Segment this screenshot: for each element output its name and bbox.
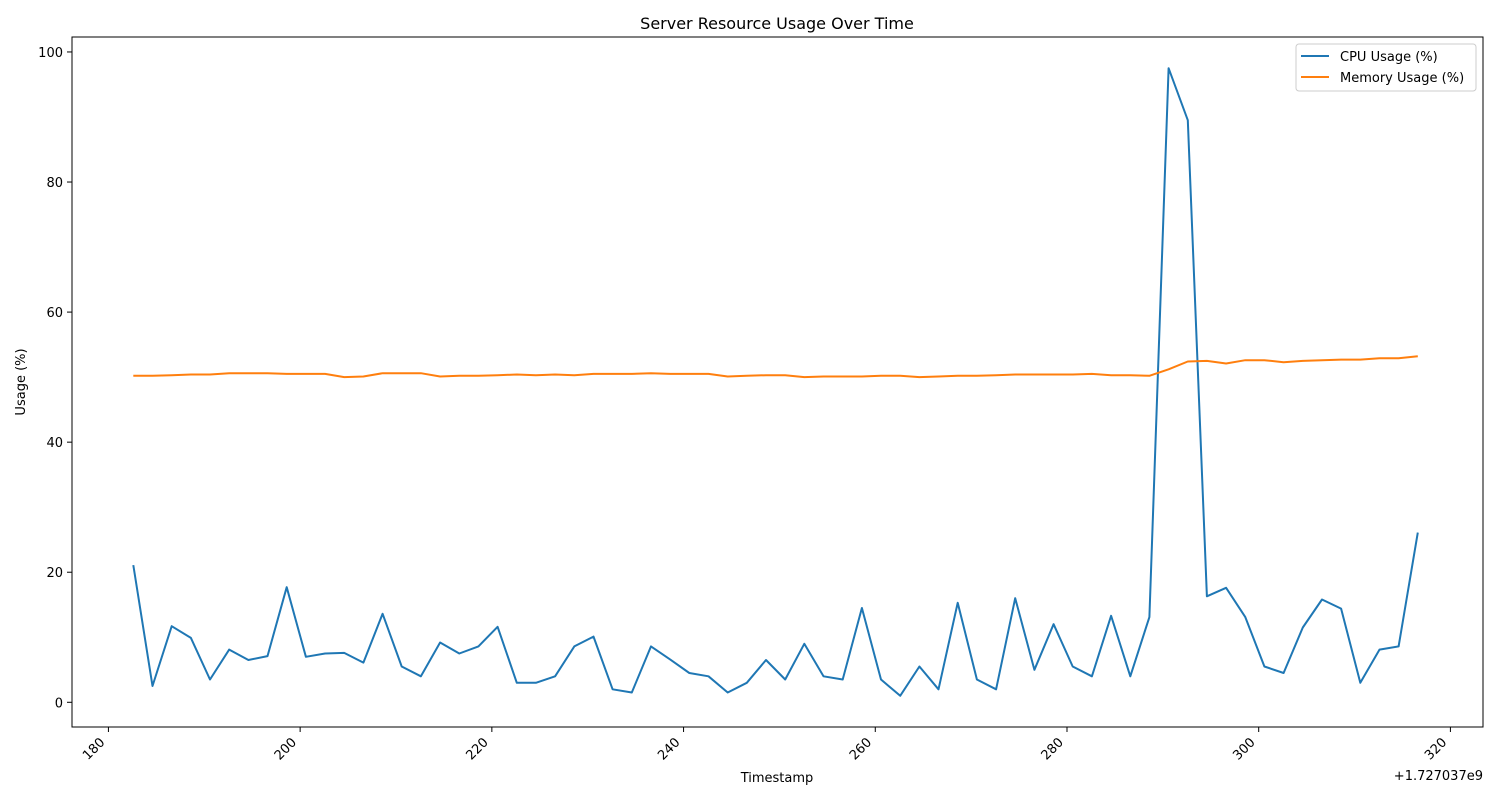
- x-tick-label: 300: [1230, 735, 1258, 763]
- series-layer: [132, 67, 1419, 697]
- y-tick-label: 80: [46, 176, 63, 191]
- memory-usage-line: [133, 355, 1418, 379]
- plot-frame: [71, 36, 1484, 728]
- y-tick-label: 20: [46, 566, 63, 581]
- legend: CPU Usage (%) Memory Usage (%): [1295, 43, 1477, 92]
- x-axis: 180 200 220 240 260 280 300 320: [80, 727, 1451, 763]
- x-tick-label: 280: [1039, 735, 1067, 763]
- cpu-usage-line: [132, 67, 1419, 697]
- plot-area: [71, 36, 1484, 728]
- legend-box: [1295, 43, 1477, 92]
- y-tick-label: 60: [46, 306, 63, 321]
- legend-label-memory: Memory Usage (%): [1340, 71, 1464, 86]
- chart-title: Server Resource Usage Over Time: [640, 14, 914, 33]
- y-axis: 0 20 40 60 80 100: [38, 46, 72, 711]
- y-axis-label: Usage (%): [14, 348, 29, 415]
- x-tick-label: 320: [1422, 735, 1450, 763]
- y-tick-label: 40: [46, 436, 63, 451]
- y-tick-label: 0: [55, 696, 63, 711]
- x-tick-label: 200: [272, 735, 300, 763]
- x-tick-label: 220: [464, 735, 492, 763]
- x-tick-label: 180: [80, 735, 108, 763]
- x-tick-label: 240: [655, 735, 683, 763]
- y-tick-label: 100: [38, 46, 63, 61]
- x-axis-offset-label: +1.727037e9: [1394, 769, 1483, 784]
- x-tick-label: 260: [847, 735, 875, 763]
- legend-label-cpu: CPU Usage (%): [1340, 50, 1438, 65]
- x-axis-label: Timestamp: [740, 771, 814, 786]
